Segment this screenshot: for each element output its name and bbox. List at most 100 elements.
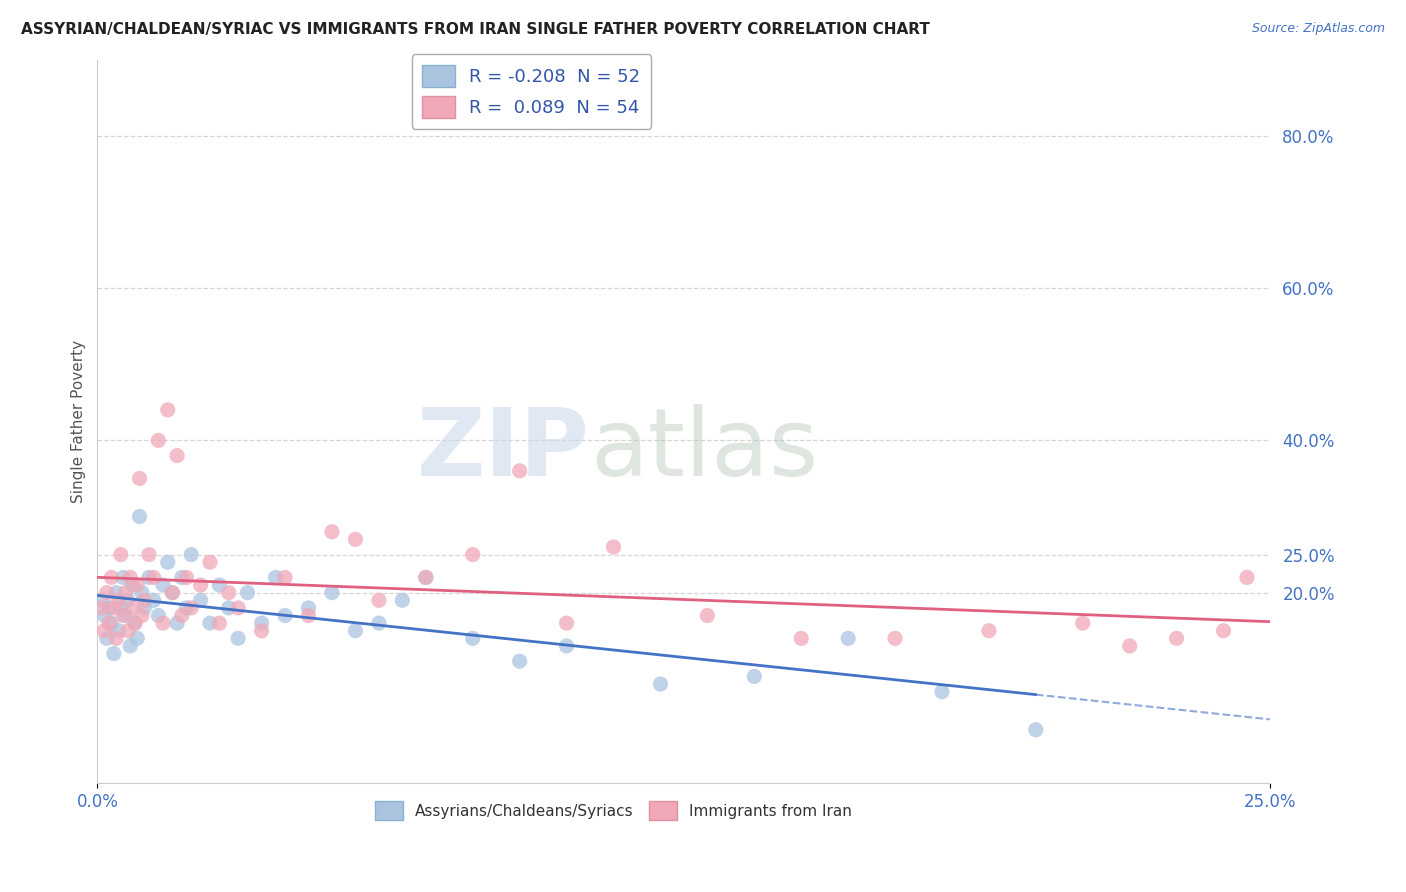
- Point: [321, 585, 343, 599]
- Point: [121, 600, 143, 615]
- Point: [156, 555, 179, 569]
- Point: [1166, 632, 1188, 646]
- Point: [103, 600, 125, 615]
- Point: [91, 593, 114, 607]
- Point: [138, 548, 160, 562]
- Point: [127, 578, 149, 592]
- Point: [977, 624, 1000, 638]
- Point: [250, 624, 273, 638]
- Point: [367, 616, 389, 631]
- Text: ASSYRIAN/CHALDEAN/SYRIAC VS IMMIGRANTS FROM IRAN SINGLE FATHER POVERTY CORRELATI: ASSYRIAN/CHALDEAN/SYRIAC VS IMMIGRANTS F…: [21, 22, 929, 37]
- Point: [93, 624, 115, 638]
- Point: [555, 616, 578, 631]
- Point: [110, 600, 132, 615]
- Point: [226, 600, 249, 615]
- Point: [218, 600, 240, 615]
- Point: [162, 585, 184, 599]
- Point: [176, 600, 198, 615]
- Point: [931, 684, 953, 698]
- Point: [117, 624, 139, 638]
- Point: [96, 632, 118, 646]
- Point: [100, 616, 122, 631]
- Point: [1071, 616, 1094, 631]
- Point: [790, 632, 813, 646]
- Point: [134, 593, 156, 607]
- Point: [112, 608, 135, 623]
- Point: [127, 632, 149, 646]
- Point: [180, 548, 202, 562]
- Text: atlas: atlas: [591, 404, 818, 496]
- Point: [121, 578, 143, 592]
- Point: [107, 593, 129, 607]
- Point: [297, 600, 319, 615]
- Point: [367, 593, 389, 607]
- Point: [114, 608, 136, 623]
- Point: [1236, 570, 1258, 584]
- Point: [162, 585, 184, 599]
- Point: [142, 593, 165, 607]
- Point: [131, 585, 153, 599]
- Point: [344, 533, 367, 547]
- Point: [117, 593, 139, 607]
- Point: [131, 608, 153, 623]
- Point: [344, 624, 367, 638]
- Point: [152, 578, 174, 592]
- Point: [120, 639, 142, 653]
- Point: [650, 677, 672, 691]
- Point: [391, 593, 413, 607]
- Point: [128, 509, 150, 524]
- Point: [250, 616, 273, 631]
- Point: [170, 608, 193, 623]
- Point: [884, 632, 907, 646]
- Point: [112, 570, 135, 584]
- Point: [98, 600, 121, 615]
- Point: [415, 570, 437, 584]
- Point: [190, 578, 212, 592]
- Point: [148, 434, 170, 448]
- Point: [114, 585, 136, 599]
- Y-axis label: Single Father Poverty: Single Father Poverty: [72, 340, 86, 503]
- Point: [198, 555, 221, 569]
- Point: [166, 616, 188, 631]
- Point: [124, 616, 146, 631]
- Point: [297, 608, 319, 623]
- Point: [509, 654, 531, 668]
- Point: [148, 608, 170, 623]
- Text: ZIP: ZIP: [418, 404, 591, 496]
- Point: [105, 632, 128, 646]
- Point: [128, 471, 150, 485]
- Point: [236, 585, 259, 599]
- Point: [105, 585, 128, 599]
- Point: [837, 632, 859, 646]
- Legend: Assyrians/Chaldeans/Syriacs, Immigrants from Iran: Assyrians/Chaldeans/Syriacs, Immigrants …: [370, 795, 858, 826]
- Point: [198, 616, 221, 631]
- Point: [208, 578, 231, 592]
- Point: [461, 548, 484, 562]
- Point: [696, 608, 718, 623]
- Point: [107, 624, 129, 638]
- Point: [218, 585, 240, 599]
- Point: [110, 548, 132, 562]
- Point: [138, 570, 160, 584]
- Point: [156, 403, 179, 417]
- Point: [103, 647, 125, 661]
- Point: [208, 616, 231, 631]
- Point: [170, 570, 193, 584]
- Point: [98, 616, 121, 631]
- Point: [742, 669, 765, 683]
- Point: [264, 570, 287, 584]
- Point: [415, 570, 437, 584]
- Point: [100, 570, 122, 584]
- Point: [461, 632, 484, 646]
- Point: [91, 600, 114, 615]
- Point: [274, 570, 297, 584]
- Point: [124, 616, 146, 631]
- Point: [120, 570, 142, 584]
- Point: [1118, 639, 1140, 653]
- Point: [134, 600, 156, 615]
- Point: [180, 600, 202, 615]
- Point: [555, 639, 578, 653]
- Point: [1212, 624, 1234, 638]
- Point: [142, 570, 165, 584]
- Point: [274, 608, 297, 623]
